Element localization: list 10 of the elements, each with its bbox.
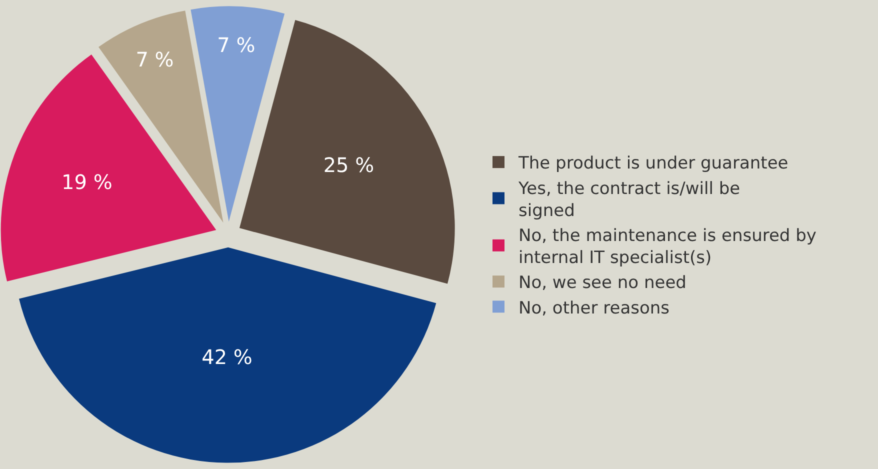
data-label: 42 % [202,344,252,369]
legend-label: No, the maintenance is ensured by internal IT specialist(s) [518,226,816,268]
legend-label: No, other reasons [518,298,670,318]
legend-label: No, we see no need [518,273,686,294]
legend-label: Yes, the contract is/will be signed [518,178,740,221]
data-label: 7 % [217,32,256,57]
data-label: 7 % [136,48,174,72]
legend-label: The product is under guarantee [518,154,788,174]
data-label: 25 % [323,152,374,177]
data-label: 19 % [62,170,112,194]
